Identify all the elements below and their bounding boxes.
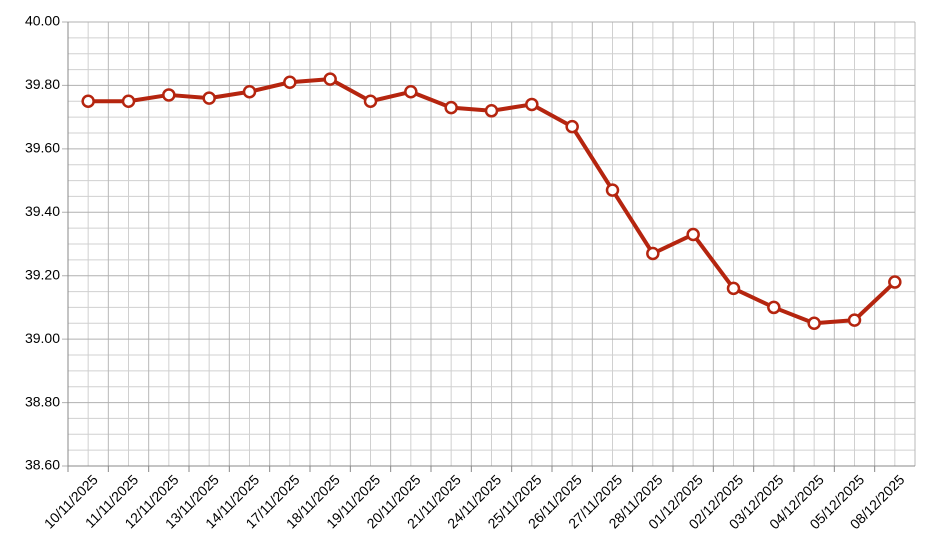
marker (686, 227, 700, 242)
marker (565, 119, 579, 134)
marker (726, 281, 741, 296)
marker (242, 85, 257, 99)
y-tick-label: 39.60 (25, 140, 60, 156)
marker (847, 313, 862, 327)
marker (484, 104, 499, 118)
y-tick-label: 38.80 (25, 393, 60, 409)
marker (888, 275, 902, 289)
marker (202, 91, 216, 105)
marker (404, 85, 418, 99)
marker (525, 97, 539, 112)
marker (767, 300, 781, 315)
marker (81, 94, 95, 109)
marker (162, 88, 176, 102)
marker (807, 316, 821, 331)
marker (323, 72, 337, 86)
marker (646, 246, 660, 261)
y-tick-label: 38.60 (25, 457, 60, 473)
marker (444, 100, 458, 115)
y-tick-label: 39.40 (25, 203, 60, 219)
y-tick-label: 40.00 (25, 13, 60, 29)
y-tick-label: 39.20 (25, 266, 60, 282)
marker (363, 94, 378, 109)
y-tick-label: 39.00 (25, 330, 60, 346)
y-tick-label: 39.80 (25, 76, 60, 92)
marker (283, 75, 297, 90)
marker (605, 183, 620, 197)
marker (121, 94, 136, 109)
